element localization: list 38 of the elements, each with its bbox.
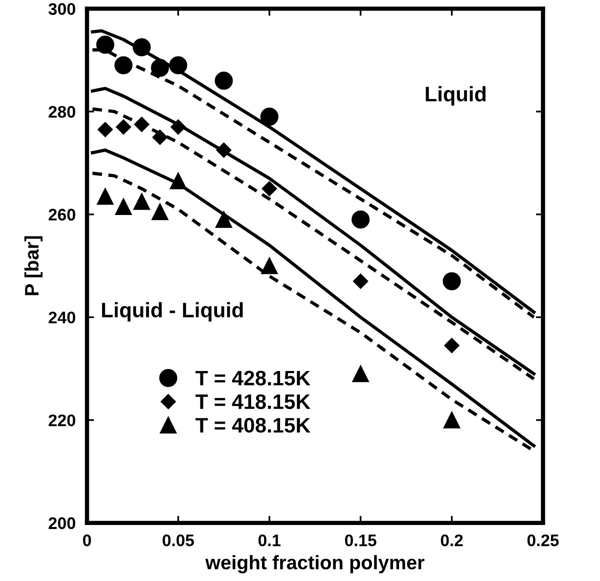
point <box>444 338 460 354</box>
y-axis-title: P [bar] <box>24 236 43 296</box>
point <box>152 130 168 145</box>
point <box>353 274 368 289</box>
y-tick-label: 200 <box>48 517 76 530</box>
point <box>116 119 132 135</box>
x-tick-label: 0 <box>83 534 91 546</box>
annotation: Liquid <box>426 86 486 106</box>
point <box>98 122 113 138</box>
point <box>96 36 114 54</box>
point <box>261 257 278 274</box>
point <box>442 272 461 290</box>
y-tick-label: 280 <box>48 106 76 118</box>
y-tick-label: 220 <box>48 414 76 426</box>
legend-label: T = 408.15K <box>196 418 310 433</box>
point <box>215 211 232 228</box>
x-tick-label: 0.15 <box>345 534 376 546</box>
point <box>352 210 370 229</box>
x-tick-label: 0.2 <box>440 534 463 546</box>
y-tick-label: 260 <box>48 208 76 221</box>
point <box>214 72 233 90</box>
point <box>133 193 150 210</box>
y-tick-label: 300 <box>48 3 76 15</box>
x-tick-label: 0.1 <box>258 534 281 546</box>
legend-label: T = 428.15K <box>196 370 310 386</box>
point <box>260 108 278 126</box>
annotation: Liquid - Liquid <box>102 302 243 322</box>
point <box>115 198 132 216</box>
x-tick-label: 0.05 <box>162 534 194 546</box>
point <box>152 203 168 220</box>
x-axis-title: weight fraction polymer <box>205 555 424 574</box>
point <box>443 412 460 428</box>
legend-label: T = 418.15K <box>196 394 310 410</box>
point <box>96 188 114 205</box>
x-tick-label: 0.25 <box>527 534 559 546</box>
y-tick-label: 240 <box>48 312 76 324</box>
point <box>352 365 369 382</box>
point <box>262 181 277 196</box>
